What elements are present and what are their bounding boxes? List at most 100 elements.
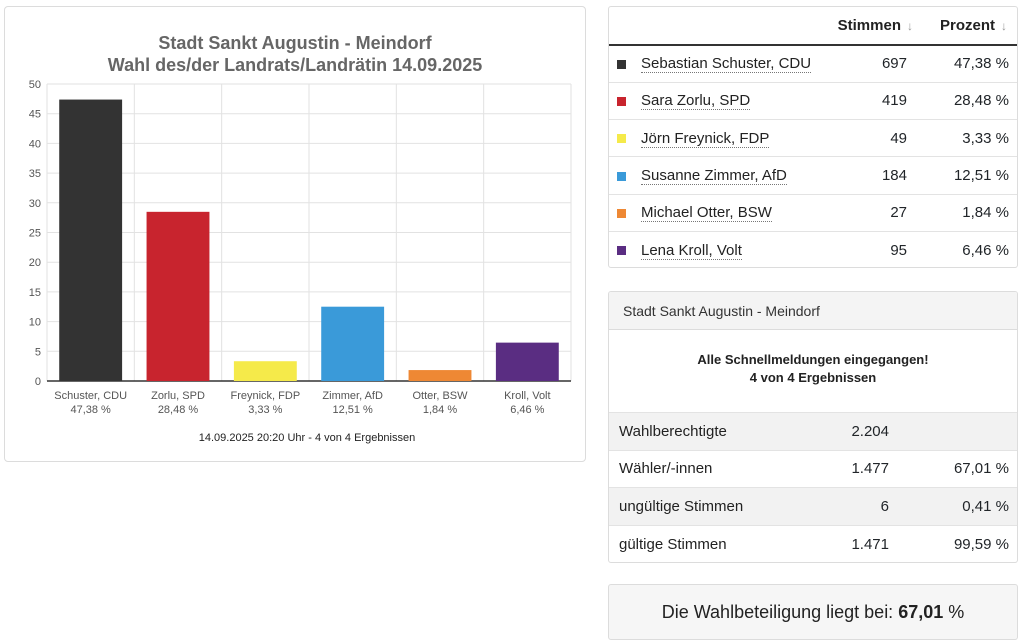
bar-chart: Stadt Sankt Augustin - Meindorf Wahl des… <box>29 33 572 444</box>
sort-arrow-icon: ↓ <box>1001 19 1007 33</box>
x-percent-label: 1,84 % <box>423 404 457 416</box>
y-tick-label: 10 <box>29 317 41 329</box>
bar-schuster[interactable] <box>59 99 123 381</box>
votes-cell: 49 <box>837 119 927 158</box>
result-row: Sara Zorlu, SPD 419 28,48 % <box>609 82 1017 121</box>
y-tick-label: 30 <box>29 198 41 210</box>
candidate-name-cell: Susanne Zimmer, AfD <box>641 156 837 195</box>
x-tick-label: Zorlu, SPD <box>151 390 205 402</box>
bar-kroll[interactable] <box>495 342 559 381</box>
x-percent-label: 3,33 % <box>248 404 282 416</box>
sort-arrow-icon: ↓ <box>907 19 913 33</box>
votes-column-header[interactable]: Stimmen ↓ <box>837 7 927 46</box>
summary-value: 1.471 <box>797 524 907 562</box>
x-tick-label: Otter, BSW <box>412 390 468 402</box>
party-color-swatch <box>609 119 641 158</box>
turnout-suffix: % <box>948 602 965 622</box>
candidate-name-cell: Lena Kroll, Volt <box>641 231 837 268</box>
result-row: Lena Kroll, Volt 95 6,46 % <box>609 231 1017 268</box>
summary-label: Wahlberechtigte <box>609 412 797 450</box>
summary-label: ungültige Stimmen <box>609 487 797 525</box>
percent-column-header[interactable]: Prozent ↓ <box>927 7 1017 46</box>
bar-freynick[interactable] <box>233 361 297 381</box>
candidate-name-cell: Michael Otter, BSW <box>641 194 837 232</box>
candidate-name-link[interactable]: Sebastian Schuster, CDU <box>641 55 812 74</box>
swatch-icon <box>617 208 626 218</box>
party-color-swatch <box>609 194 641 232</box>
x-percent-label: 28,48 % <box>158 404 199 416</box>
summary-percent: 67,01 % <box>907 449 1017 488</box>
swatch-icon <box>617 96 626 106</box>
summary-value: 6 <box>797 487 907 525</box>
candidate-name-cell: Sebastian Schuster, CDU <box>641 45 837 83</box>
y-tick-label: 15 <box>29 287 41 299</box>
chart-footer: 14.09.2025 20:20 Uhr - 4 von 4 Ergebniss… <box>199 432 415 444</box>
votes-cell: 95 <box>890 241 907 259</box>
x-percent-label: 6,46 % <box>510 404 544 416</box>
status-note-line1: Alle Schnellmeldungen eingegangen! <box>697 352 929 367</box>
results-table: Stimmen ↓ Prozent ↓ Sebastian Schuster, CD… <box>609 7 1017 269</box>
summary-row: gültige Stimmen 1.471 99,59 % <box>609 524 1017 562</box>
y-tick-label: 35 <box>29 168 41 180</box>
y-tick-label: 0 <box>35 376 41 388</box>
y-tick-label: 45 <box>29 109 41 121</box>
y-tick-label: 5 <box>35 346 41 358</box>
summary-row: Wahlberechtigte 2.204 <box>609 412 1017 450</box>
summary-title: Stadt Sankt Augustin - Meindorf <box>609 292 1017 330</box>
x-tick-label: Zimmer, AfD <box>322 390 383 402</box>
swatch-icon <box>617 134 626 144</box>
percent-cell: 1,84 % <box>927 194 1017 232</box>
votes-cell: 27 <box>837 194 927 232</box>
summary-label: Wähler/-innen <box>609 449 797 488</box>
percent-cell: 12,51 % <box>927 156 1017 195</box>
chart-title-line1: Stadt Sankt Augustin - Meindorf <box>158 33 432 53</box>
candidate-name-link[interactable]: Lena Kroll, Volt <box>641 241 742 260</box>
percent-cell: 6,46 % <box>962 241 1009 259</box>
summary-card: Stadt Sankt Augustin - Meindorf Alle Sch… <box>608 291 1018 563</box>
party-color-swatch <box>609 82 641 121</box>
turnout-prefix: Die Wahlbeteiligung liegt bei: <box>661 602 894 622</box>
result-row: Sebastian Schuster, CDU 697 47,38 % <box>609 45 1017 83</box>
name-header <box>641 7 837 46</box>
status-note: Alle Schnellmeldungen eingegangen! 4 von… <box>609 330 1017 412</box>
result-row: Jörn Freynick, FDP 49 3,33 % <box>609 119 1017 158</box>
summary-label: gültige Stimmen <box>609 524 797 562</box>
percent-cell: 47,38 % <box>927 45 1017 83</box>
votes-cell: 697 <box>837 45 927 83</box>
x-tick-label: Freynick, FDP <box>230 390 300 402</box>
x-percent-label: 12,51 % <box>332 404 373 416</box>
turnout-box: Die Wahlbeteiligung liegt bei: 67,01 % <box>608 584 1018 640</box>
results-header-row: Stimmen ↓ Prozent ↓ <box>609 7 1017 46</box>
summary-value: 2.204 <box>797 412 907 450</box>
candidate-name-link[interactable]: Susanne Zimmer, AfD <box>641 167 787 186</box>
bar-zorlu[interactable] <box>146 211 210 381</box>
swatch-header <box>609 7 641 46</box>
candidate-name-link[interactable]: Sara Zorlu, SPD <box>641 92 751 111</box>
y-tick-label: 20 <box>29 257 41 269</box>
turnout-value: 67,01 <box>898 602 944 622</box>
percent-header-label: Prozent <box>939 17 995 34</box>
summary-percent: 0,41 % <box>907 487 1017 525</box>
y-tick-label: 40 <box>29 138 41 150</box>
votes-header-label: Stimmen <box>837 17 901 34</box>
votes-cell: 184 <box>837 156 927 195</box>
party-color-swatch <box>609 45 641 83</box>
summary-row: ungültige Stimmen 6 0,41 % <box>609 487 1017 525</box>
candidate-name-cell: Jörn Freynick, FDP <box>641 119 837 158</box>
party-color-swatch <box>609 231 641 268</box>
y-tick-label: 25 <box>29 228 41 240</box>
x-percent-label: 47,38 % <box>70 404 111 416</box>
summary-percent: 99,59 % <box>907 524 1017 562</box>
summary-table: Wahlberechtigte 2.204 Wähler/-innen 1.477 67… <box>609 412 1017 562</box>
x-tick-label: Schuster, CDU <box>54 390 127 402</box>
candidate-name-link[interactable]: Jörn Freynick, FDP <box>641 129 770 148</box>
status-note-line2: 4 von 4 Ergebnissen <box>749 370 877 385</box>
party-color-swatch <box>609 156 641 195</box>
chart-title-line2: Wahl des/der Landrats/Landrätin 14.09.20… <box>108 55 482 75</box>
summary-value: 1.477 <box>797 449 907 488</box>
bar-otter[interactable] <box>408 370 472 381</box>
bar-zimmer[interactable] <box>321 306 385 381</box>
summary-row: Wähler/-innen 1.477 67,01 % <box>609 449 1017 488</box>
candidate-name-link[interactable]: Michael Otter, BSW <box>641 204 772 223</box>
y-tick-label: 50 <box>29 79 41 91</box>
